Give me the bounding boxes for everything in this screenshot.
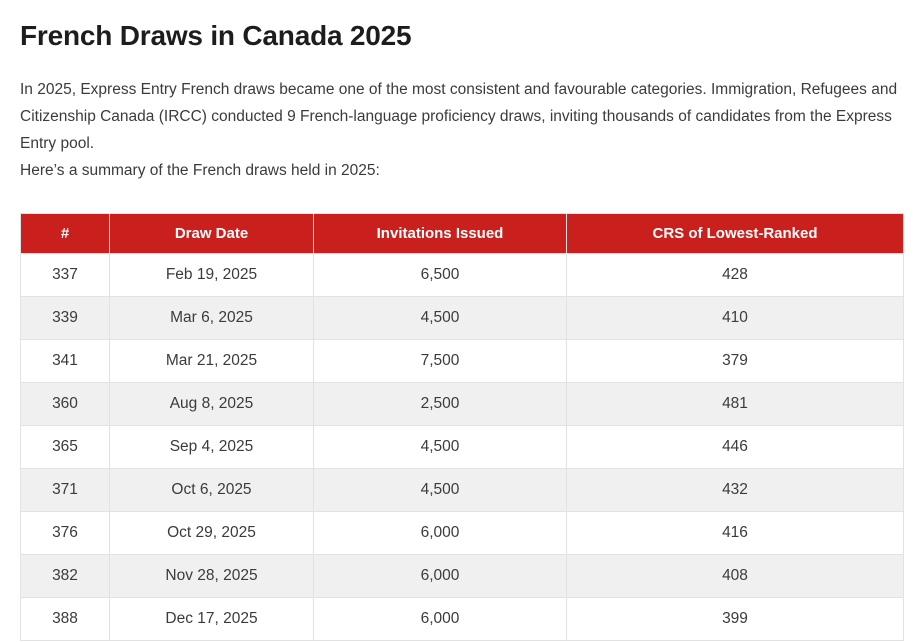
cell-draw-number: 365 (20, 425, 110, 469)
table-row: 382 Nov 28, 2025 6,000 408 (20, 554, 904, 598)
cell-draw-date: Feb 19, 2025 (109, 253, 314, 297)
cell-draw-number: 337 (20, 253, 110, 297)
cell-invitations: 4,500 (313, 296, 567, 340)
cell-draw-date: Aug 8, 2025 (109, 382, 314, 426)
table-row: 337 Feb 19, 2025 6,500 428 (20, 253, 904, 297)
cell-invitations: 4,500 (313, 468, 567, 512)
french-draws-table: # Draw Date Invitations Issued CRS of Lo… (20, 213, 904, 641)
cell-invitations: 6,500 (313, 253, 567, 297)
cell-draw-date: Sep 4, 2025 (109, 425, 314, 469)
cell-crs: 481 (566, 382, 904, 426)
cell-invitations: 7,500 (313, 339, 567, 383)
cell-crs: 410 (566, 296, 904, 340)
table-row: 376 Oct 29, 2025 6,000 416 (20, 511, 904, 555)
cell-invitations: 6,000 (313, 511, 567, 555)
table-header-row: # Draw Date Invitations Issued CRS of Lo… (20, 213, 904, 254)
column-header-invitations-issued: Invitations Issued (313, 213, 567, 254)
page-title: French Draws in Canada 2025 (20, 20, 412, 51)
cell-draw-number: 382 (20, 554, 110, 598)
cell-draw-date: Oct 29, 2025 (109, 511, 314, 555)
cell-crs: 432 (566, 468, 904, 512)
column-header-crs-lowest-ranked: CRS of Lowest-Ranked (566, 213, 904, 254)
cell-crs: 446 (566, 425, 904, 469)
intro-paragraph: In 2025, Express Entry French draws beca… (20, 81, 898, 152)
cell-draw-number: 376 (20, 511, 110, 555)
cell-crs: 379 (566, 339, 904, 383)
cell-invitations: 6,000 (313, 554, 567, 598)
cell-crs: 416 (566, 511, 904, 555)
cell-draw-date: Mar 6, 2025 (109, 296, 314, 340)
cell-crs: 428 (566, 253, 904, 297)
cell-draw-date: Oct 6, 2025 (109, 468, 314, 512)
table-lead-text: Here’s a summary of the French draws hel… (20, 162, 380, 179)
cell-draw-number: 360 (20, 382, 110, 426)
cell-draw-date: Dec 17, 2025 (109, 597, 314, 641)
column-header-draw-number: # (20, 213, 110, 254)
cell-draw-date: Mar 21, 2025 (109, 339, 314, 383)
cell-crs: 399 (566, 597, 904, 641)
cell-draw-number: 339 (20, 296, 110, 340)
table-row: 341 Mar 21, 2025 7,500 379 (20, 339, 904, 383)
cell-invitations: 6,000 (313, 597, 567, 641)
table-row: 365 Sep 4, 2025 4,500 446 (20, 425, 904, 469)
cell-draw-number: 341 (20, 339, 110, 383)
cell-draw-date: Nov 28, 2025 (109, 554, 314, 598)
table-row: 339 Mar 6, 2025 4,500 410 (20, 296, 904, 340)
cell-draw-number: 371 (20, 468, 110, 512)
cell-crs: 408 (566, 554, 904, 598)
table-row: 388 Dec 17, 2025 6,000 399 (20, 597, 904, 641)
cell-invitations: 2,500 (313, 382, 567, 426)
cell-draw-number: 388 (20, 597, 110, 641)
table-row: 360 Aug 8, 2025 2,500 481 (20, 382, 904, 426)
column-header-draw-date: Draw Date (109, 213, 314, 254)
table-row: 371 Oct 6, 2025 4,500 432 (20, 468, 904, 512)
cell-invitations: 4,500 (313, 425, 567, 469)
